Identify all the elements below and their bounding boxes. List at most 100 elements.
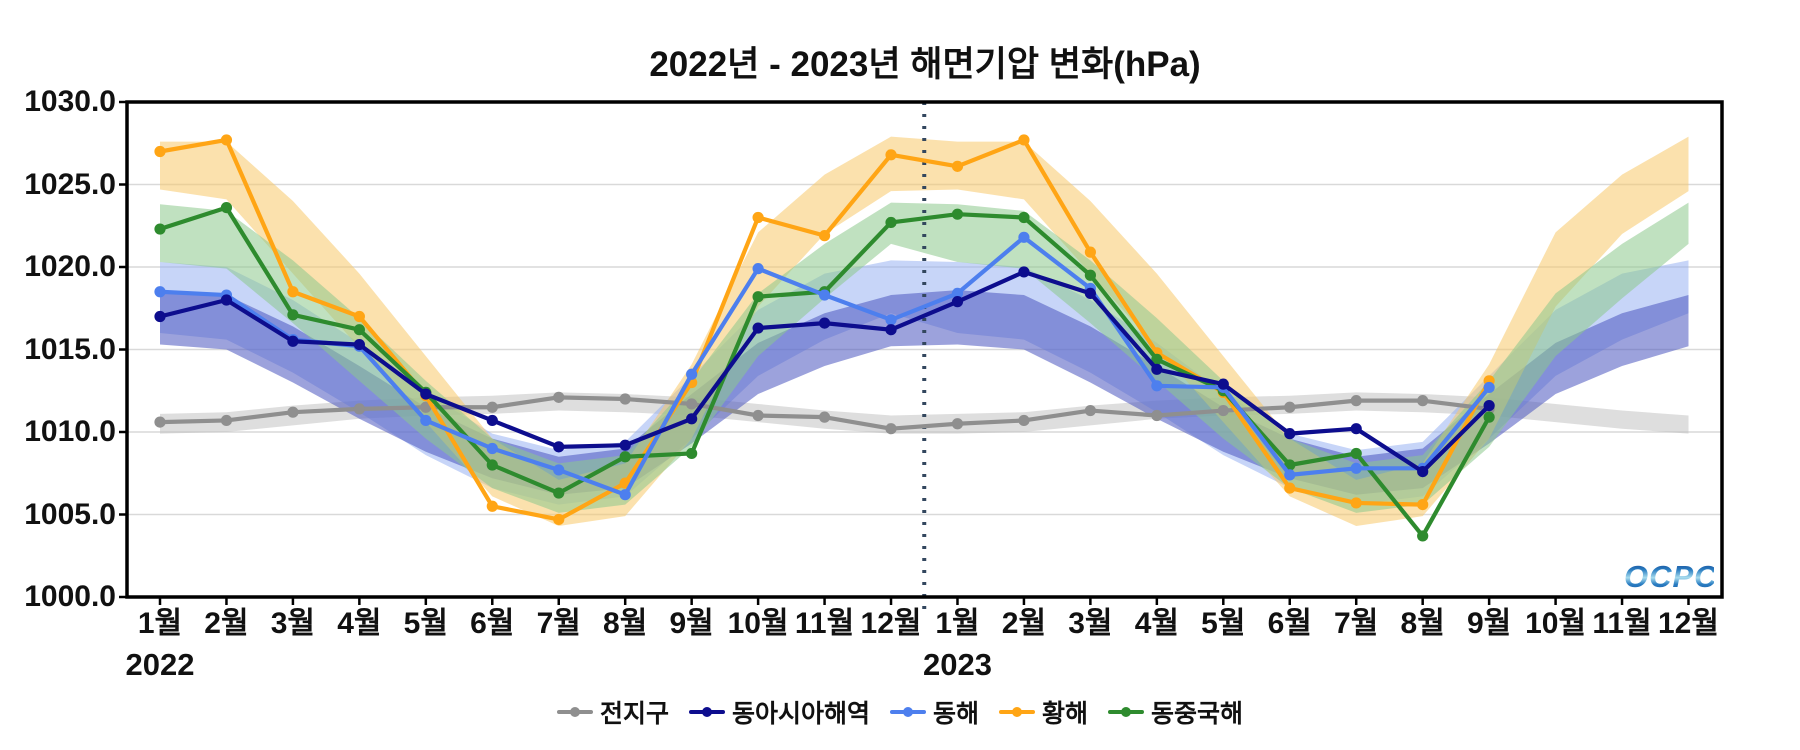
data-point-동아시아해역-10월-2022 (752, 322, 764, 334)
data-point-동아시아해역-9월-2023 (1483, 400, 1495, 412)
legend-item-동중국해: 동중국해 (1108, 694, 1243, 730)
data-point-전지구-8월-2022 (619, 393, 631, 405)
data-point-황해-8월-2023 (1417, 499, 1429, 511)
data-point-동아시아해역-11월-2022 (818, 317, 831, 329)
data-point-황해-1월-2023 (951, 160, 964, 172)
data-point-전지구-2월-2023 (1018, 414, 1030, 427)
x-tick-label-5월-2023: 5월 (1201, 607, 1246, 640)
data-point-동아시아해역-7월-2022 (553, 441, 565, 453)
data-point-동중국해-7월-2023 (1350, 447, 1362, 460)
x-tick-label-4월-2023: 4월 (1134, 607, 1179, 640)
year-label-2023: 2023 (922, 647, 992, 682)
legend-label-동중국해: 동중국해 (1151, 700, 1244, 728)
data-point-동해-9월-2022 (686, 368, 698, 380)
climatology-band-전지구 (160, 392, 1689, 434)
x-tick-label-1월-2023: 1월 (935, 607, 980, 640)
data-point-동중국해-8월-2022 (619, 451, 631, 463)
data-point-전지구-4월-2023 (1151, 409, 1163, 422)
data-point-전지구-3월-2022 (287, 406, 299, 418)
data-point-동중국해-7월-2022 (553, 487, 565, 499)
data-point-동중국해-4월-2023 (1151, 353, 1163, 365)
data-point-황해-4월-2022 (353, 310, 365, 323)
data-point-동해-7월-2023 (1350, 462, 1362, 474)
legend-label-황해: 황해 (1042, 700, 1089, 728)
data-point-동아시아해역-8월-2022 (619, 439, 631, 451)
legend-item-동해: 동해 (889, 694, 979, 730)
data-point-전지구-6월-2022 (486, 401, 498, 413)
legend-line-marker-icon (688, 705, 725, 719)
legend-line-marker-icon (889, 705, 926, 719)
data-point-동아시아해역-7월-2023 (1350, 423, 1362, 435)
x-tick-label-11월-2023: 11월 (1592, 607, 1652, 640)
data-point-황해-11월-2022 (818, 230, 831, 242)
data-point-동중국해-3월-2023 (1084, 269, 1096, 281)
data-point-동아시아해역-6월-2022 (486, 414, 498, 427)
legend-line-marker-icon (999, 705, 1035, 719)
x-tick-label-9월-2023: 9월 (1466, 607, 1512, 640)
data-point-황해-3월-2023 (1084, 246, 1096, 258)
data-point-황해-12월-2022 (885, 149, 897, 161)
y-tick-label-1000.0: 1000.0 (24, 580, 116, 613)
data-point-동아시아해역-4월-2023 (1151, 363, 1163, 375)
data-point-동해-5월-2022 (420, 414, 432, 427)
data-point-동해-7월-2022 (553, 464, 565, 476)
data-point-동중국해-2월-2022 (220, 202, 233, 214)
data-point-전지구-9월-2022 (686, 398, 698, 410)
data-point-황해-7월-2023 (1350, 497, 1362, 509)
x-tick-label-12월-2022: 12월 (860, 607, 922, 640)
data-point-동중국해-3월-2022 (287, 309, 299, 321)
data-point-동해-1월-2022 (154, 286, 166, 298)
x-tick-label-1월-2022: 1월 (137, 607, 183, 640)
x-tick-label-3월-2023: 3월 (1068, 607, 1113, 640)
data-point-동아시아해역-5월-2023 (1217, 378, 1229, 390)
data-point-동해-4월-2023 (1151, 380, 1163, 392)
x-tick-label-7월-2022: 7월 (536, 607, 581, 640)
x-tick-label-6월-2023: 6월 (1267, 607, 1312, 640)
data-point-동아시아해역-4월-2022 (353, 338, 365, 351)
data-point-동아시아해역-1월-2022 (154, 310, 166, 323)
data-point-황해-3월-2022 (287, 286, 299, 298)
ocpc-watermark-logo: OCPC (1624, 559, 1718, 594)
data-point-동중국해-9월-2023 (1483, 411, 1495, 423)
data-point-전지구-5월-2022 (420, 401, 432, 413)
data-point-동해-1월-2023 (951, 287, 964, 299)
y-tick-label-1025.0: 1025.0 (24, 167, 116, 201)
data-point-전지구-11월-2022 (818, 411, 831, 423)
y-tick-label-1030.0: 1030.0 (24, 85, 116, 118)
legend-item-동아시아해역: 동아시아해역 (688, 694, 870, 730)
legend-label-동아시아해역: 동아시아해역 (731, 700, 870, 728)
data-point-전지구-12월-2022 (885, 423, 897, 435)
data-point-동해-2월-2023 (1018, 231, 1030, 243)
chart-title: 2022년 - 2023년 해면기압 변화(hPa) (649, 45, 1201, 84)
data-point-동해-9월-2023 (1483, 381, 1495, 394)
data-point-동아시아해역-3월-2022 (287, 335, 299, 347)
data-point-황해-2월-2023 (1018, 134, 1030, 146)
data-point-황해-10월-2022 (752, 211, 764, 224)
legend-item-황해: 황해 (999, 694, 1088, 730)
data-point-전지구-1월-2023 (951, 418, 964, 430)
data-point-동중국해-12월-2022 (885, 216, 897, 229)
x-tick-label-11월-2022: 11월 (794, 607, 855, 640)
data-point-동아시아해역-6월-2023 (1284, 428, 1296, 440)
data-point-전지구-4월-2022 (353, 403, 365, 415)
legend-item-전지구: 전지구 (556, 694, 669, 730)
data-point-동해-6월-2022 (486, 442, 498, 455)
data-point-전지구-7월-2022 (553, 391, 565, 403)
x-tick-label-12월-2023: 12월 (1658, 607, 1719, 640)
x-tick-label-6월-2022: 6월 (470, 607, 515, 640)
data-point-동중국해-10월-2022 (752, 291, 764, 303)
data-point-동아시아해역-5월-2022 (420, 388, 432, 400)
x-tick-label-2월-2022: 2월 (204, 607, 249, 640)
data-point-동해-8월-2022 (619, 489, 631, 501)
data-point-동중국해-8월-2023 (1417, 530, 1429, 542)
data-point-전지구-3월-2023 (1084, 404, 1096, 417)
data-point-동아시아해역-1월-2023 (951, 296, 964, 308)
data-point-동중국해-1월-2022 (154, 223, 166, 235)
x-tick-label-10월-2023: 10월 (1525, 607, 1587, 640)
data-point-전지구-7월-2023 (1350, 395, 1362, 407)
legend-label-전지구: 전지구 (599, 700, 669, 728)
x-tick-label-5월-2022: 5월 (403, 607, 448, 640)
x-tick-label-9월-2022: 9월 (669, 607, 714, 640)
data-point-동아시아해역-9월-2022 (686, 413, 698, 425)
